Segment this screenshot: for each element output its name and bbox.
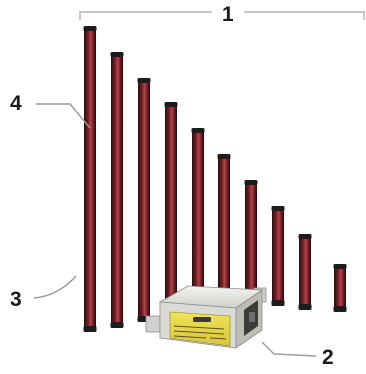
- bar-bottom-cap: [333, 306, 347, 312]
- bar-bottom-cap: [83, 326, 97, 332]
- bar-top-cap: [83, 26, 97, 31]
- bar-top-cap: [164, 102, 178, 107]
- light-curtain-bar: [271, 206, 285, 306]
- bar-body: [272, 210, 284, 302]
- bar-body: [84, 30, 96, 328]
- bar-body: [192, 132, 204, 306]
- bar-body: [138, 82, 150, 318]
- control-module: [145, 285, 267, 349]
- bar-top-cap: [110, 52, 124, 57]
- bar-body: [299, 238, 311, 306]
- label-logo: [193, 317, 211, 322]
- leader-4: [36, 103, 91, 129]
- bar-top-cap: [298, 234, 312, 239]
- light-curtain-bars: [83, 26, 347, 332]
- light-curtain-bar: [333, 264, 347, 312]
- callout-4: 4: [10, 92, 22, 115]
- mount-left: [145, 315, 161, 333]
- callout-2: 2: [322, 346, 334, 369]
- bar-body: [245, 184, 257, 296]
- bar-body: [165, 106, 177, 312]
- bar-top-cap: [244, 180, 258, 185]
- bar-bottom-cap: [298, 304, 312, 310]
- callout-3: 3: [10, 288, 22, 311]
- light-curtain-bar: [110, 52, 124, 328]
- bar-bottom-cap: [271, 300, 285, 306]
- light-curtain-bar: [137, 78, 151, 322]
- light-curtain-bar: [83, 26, 97, 332]
- module-side-connector: [249, 312, 255, 322]
- module-label: [169, 311, 231, 347]
- light-curtain-bar: [298, 234, 312, 310]
- bar-top-cap: [191, 128, 205, 133]
- callout-1: 1: [222, 3, 234, 26]
- light-curtain-bar: [244, 180, 258, 300]
- bracket-1: [79, 11, 365, 20]
- light-curtain-bar: [164, 102, 178, 316]
- bar-body: [111, 56, 123, 324]
- bar-body: [218, 158, 230, 300]
- bar-top-cap: [217, 154, 231, 159]
- bar-top-cap: [137, 78, 151, 83]
- leader-2: [261, 341, 317, 357]
- light-curtain-bar: [217, 154, 231, 304]
- bar-bottom-cap: [110, 322, 124, 328]
- light-curtain-bar: [191, 128, 205, 310]
- bar-body: [334, 268, 346, 308]
- bar-top-cap: [333, 264, 347, 269]
- leader-3: [33, 275, 77, 299]
- label-text-lines: [173, 325, 227, 340]
- bar-top-cap: [271, 206, 285, 211]
